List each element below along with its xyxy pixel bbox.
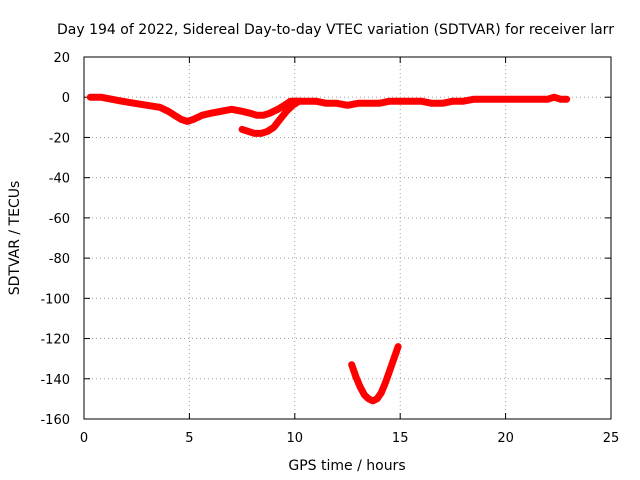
y-tick-label: -40 xyxy=(49,172,70,187)
x-tick-label: 15 xyxy=(392,431,409,446)
x-tick-label: 0 xyxy=(80,431,88,446)
y-tick-label: -80 xyxy=(49,252,70,267)
y-tick-label: 20 xyxy=(53,51,70,66)
plot-frame xyxy=(83,56,612,420)
x-tick-labels: 0 5 10 15 20 25 xyxy=(80,431,619,446)
x-tick-label: 5 xyxy=(185,431,193,446)
y-tick-label: -100 xyxy=(40,292,70,307)
series-line-segment-3 xyxy=(348,343,402,405)
y-tick-label: -60 xyxy=(49,212,70,227)
series-line-segment-2 xyxy=(238,97,303,137)
x-axis-title: GPS time / hours xyxy=(288,458,405,474)
y-tick-label: -20 xyxy=(49,131,70,146)
data-series xyxy=(86,93,571,405)
y-axis-title: SDTVAR / TECUs xyxy=(7,181,23,296)
x-tick-label: 25 xyxy=(603,431,620,446)
x-tick-label: 20 xyxy=(497,431,514,446)
y-tick-label: -160 xyxy=(40,413,70,428)
x-tick-label: 10 xyxy=(287,431,304,446)
y-tick-label: -140 xyxy=(40,373,70,388)
chart-title: Day 194 of 2022, Sidereal Day-to-day VTE… xyxy=(57,22,614,38)
y-tick-label: 0 xyxy=(62,91,70,106)
y-tick-labels: 20 0 -20 -40 -60 -80 -100 -120 -140 -160 xyxy=(40,51,70,428)
y-tick-label: -120 xyxy=(40,333,70,348)
series-line-segment-1 xyxy=(86,93,571,125)
